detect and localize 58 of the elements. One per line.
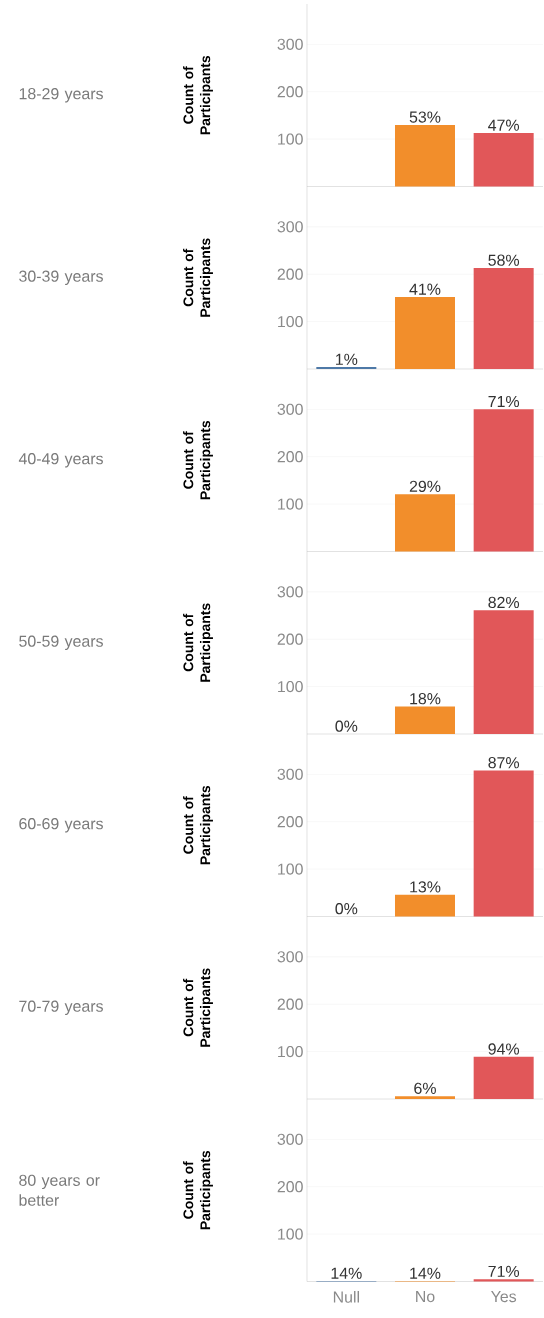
y-tick-label: 200 — [277, 816, 303, 828]
y-tick-label: 100 — [278, 863, 303, 875]
annotation: 41% — [409, 283, 441, 295]
y-tick-label: 100 — [278, 133, 303, 145]
annotation: 47% — [488, 119, 520, 131]
annotation: 58% — [488, 254, 520, 266]
text: 30-39 years — [19, 270, 103, 285]
y-axis-title: Count of Participants — [183, 420, 213, 500]
y-tick-label: 200 — [277, 998, 303, 1010]
annotation: 87% — [488, 757, 520, 769]
text: 50-59 years — [19, 635, 103, 650]
y-tick-label: 300 — [277, 221, 303, 233]
x-tick-label: Null — [333, 1291, 359, 1303]
annotation: 14% — [410, 1267, 441, 1279]
y-tick-label: 100 — [278, 1228, 303, 1240]
y-tick-label: 100 — [278, 1045, 303, 1058]
text: 18-29 years — [19, 88, 103, 103]
y-axis-title: Count of Participants — [183, 238, 213, 317]
text: 40-49 years — [18, 453, 103, 468]
annotation: 14% — [331, 1267, 362, 1279]
text: 80 years or better — [19, 1174, 100, 1206]
annotation: 0% — [335, 903, 358, 915]
y-axis-title: Count of Participants — [183, 968, 213, 1047]
y-tick-label: 100 — [278, 680, 303, 693]
annotation: 71% — [488, 1265, 520, 1277]
y-axis-title: Count of Participants — [183, 1150, 213, 1230]
annotation: 1% — [336, 353, 358, 365]
annotation: 29% — [409, 480, 441, 492]
bar — [395, 296, 455, 370]
text: 70-79 years — [19, 1000, 103, 1015]
text: 60-69 years — [19, 818, 103, 833]
y-axis-title: Count of Participants — [183, 603, 213, 682]
y-tick-label: 100 — [278, 498, 303, 510]
y-axis-title: Count of Participants — [183, 785, 213, 865]
y-tick-label: 200 — [277, 268, 303, 280]
annotation: 13% — [410, 881, 441, 893]
annotation: 71% — [488, 395, 520, 408]
y-tick-label: 100 — [278, 315, 303, 328]
y-tick-label: 200 — [277, 86, 303, 98]
annotation: 18% — [410, 693, 441, 705]
y-tick-label: 300 — [277, 403, 303, 415]
annotation: 0% — [335, 720, 358, 732]
y-tick-label: 300 — [277, 951, 303, 963]
y-tick-label: 200 — [277, 451, 303, 463]
x-tick-label: Yes — [491, 1291, 517, 1303]
annotation: 6% — [414, 1082, 436, 1094]
annotation: 94% — [488, 1043, 520, 1055]
annotation: 53% — [409, 111, 441, 123]
y-axis-title: Count of Participants — [183, 55, 213, 135]
y-tick-label: 300 — [277, 38, 303, 50]
y-tick-label: 200 — [277, 633, 303, 645]
y-tick-label: 300 — [277, 586, 303, 598]
annotation: 82% — [488, 596, 520, 609]
y-tick-label: 300 — [277, 768, 303, 780]
y-tick-label: 200 — [277, 1181, 303, 1193]
y-tick-label: 300 — [277, 1133, 303, 1145]
x-tick-label: No — [416, 1291, 435, 1303]
bar — [473, 268, 534, 370]
